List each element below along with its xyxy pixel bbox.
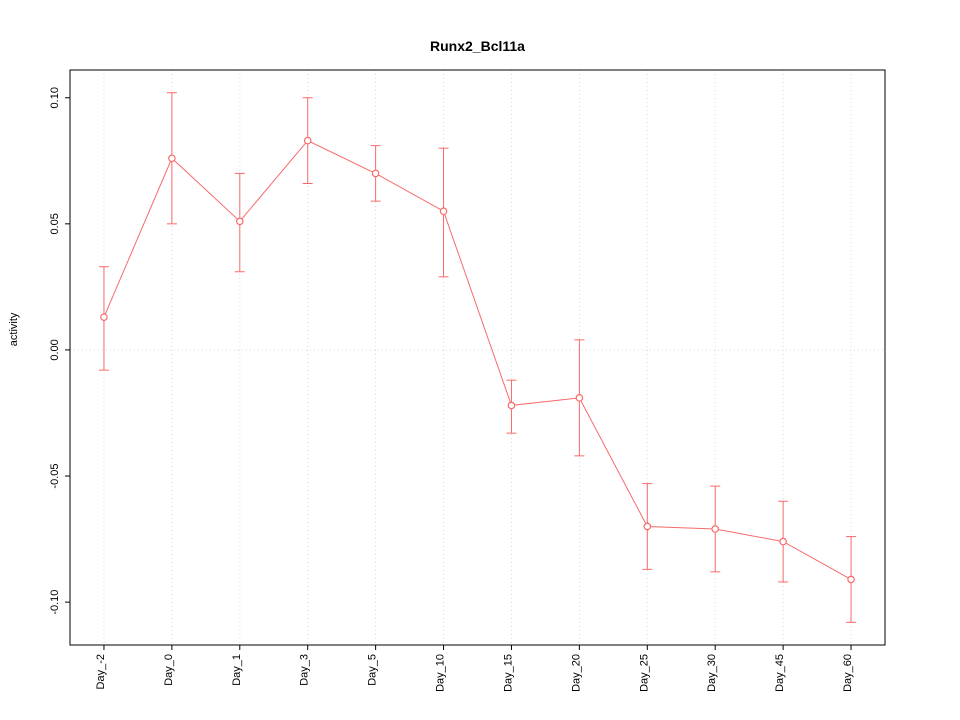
x-tick-label: Day_45: [774, 654, 786, 692]
y-axis-label: activity: [8, 312, 20, 347]
y-tick-label: -0.05: [49, 463, 61, 488]
data-point: [371, 169, 380, 178]
x-tick-label: Day_0: [163, 654, 175, 686]
chart-title: Runx2_Bcl11a: [430, 38, 525, 54]
y-tick-label: 0.10: [49, 87, 61, 108]
data-point: [779, 537, 787, 546]
data-point: [439, 207, 448, 216]
data-point: [643, 522, 652, 531]
series-line: [103, 139, 852, 580]
x-tick-label: Day_5: [367, 654, 379, 686]
data-point: [507, 401, 516, 410]
y-tick-label: 0.05: [49, 213, 61, 234]
y-tick-label: 0.00: [49, 339, 61, 360]
x-tick-label: Day_-2: [95, 654, 107, 689]
x-tick-label: Day_20: [570, 654, 582, 692]
data-point: [711, 525, 720, 533]
data-point: [575, 394, 584, 402]
x-tick-label: Day_30: [706, 654, 718, 692]
x-tick-label: Day_25: [638, 654, 650, 692]
x-tick-label: Day_15: [502, 654, 514, 692]
x-tick-label: Day_3: [299, 654, 311, 686]
data-point: [168, 154, 176, 163]
x-tick-label: Day_1: [231, 654, 243, 686]
y-tick-label: -0.10: [49, 590, 61, 615]
plot-box: [69, 69, 886, 646]
x-tick-label: Day_10: [435, 654, 447, 692]
x-tick-label: Day_60: [842, 654, 854, 692]
data-point: [235, 217, 244, 226]
data-point: [100, 313, 108, 321]
data-point: [847, 575, 855, 584]
data-point: [303, 136, 312, 145]
